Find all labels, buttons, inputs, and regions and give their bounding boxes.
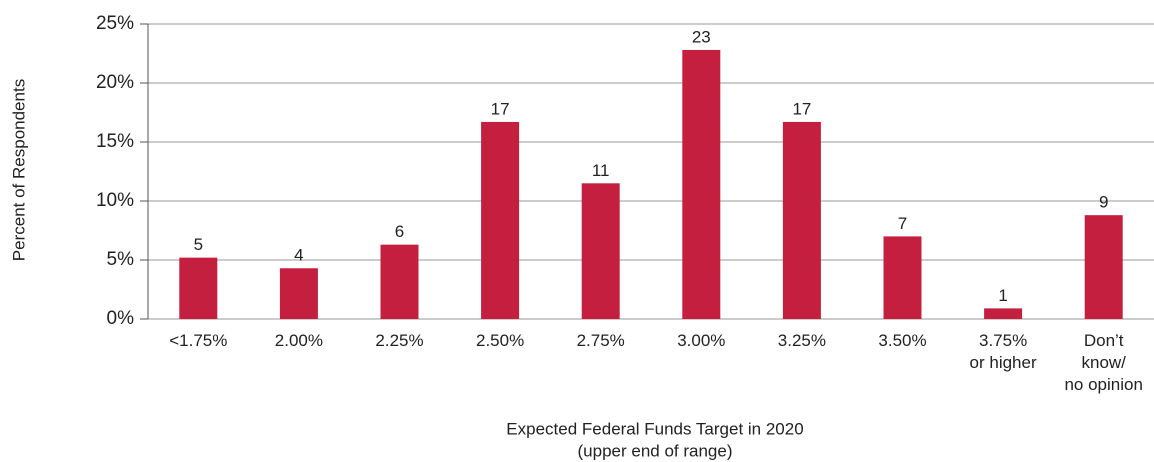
y-tick-label: 25% (96, 13, 134, 34)
data-label: 11 (592, 161, 610, 180)
x-tick-label: 2.25% (375, 331, 423, 350)
y-tick-label: 15% (96, 131, 134, 152)
bar (581, 183, 620, 319)
x-tick-label: 2.50% (476, 331, 524, 350)
x-tick-label: 2.75% (577, 331, 625, 350)
data-label: 23 (692, 27, 711, 46)
data-label: 4 (294, 246, 303, 265)
y-tick-label: 20% (96, 72, 134, 93)
bar (179, 257, 218, 319)
x-axis-label: (upper end of range) (578, 441, 733, 460)
data-label: 17 (792, 99, 811, 118)
bar (883, 236, 922, 319)
x-tick-label: Don’t know/no opinion (1064, 331, 1142, 394)
bar (380, 244, 419, 319)
bar (682, 49, 721, 320)
data-label: 5 (194, 235, 203, 254)
bar (1084, 215, 1123, 319)
data-label: 7 (898, 214, 907, 233)
bar (984, 308, 1023, 319)
y-axis-label: Percent of Respondents (9, 79, 28, 261)
x-tick-label: 2.00% (275, 331, 323, 350)
data-label: 6 (395, 222, 404, 241)
bar (279, 268, 318, 319)
x-axis-label: Expected Federal Funds Target in 2020 (506, 419, 803, 438)
y-tick-label: 10% (96, 190, 134, 211)
x-tick-label: <1.75% (169, 331, 227, 350)
x-tick-label: 3.25% (778, 331, 826, 350)
x-tick-label: 3.50% (878, 331, 926, 350)
data-label: 1 (998, 286, 1007, 305)
bar (481, 121, 520, 319)
y-tick-label: 5% (107, 249, 135, 270)
data-label: 17 (491, 99, 510, 118)
data-label: 9 (1099, 193, 1108, 212)
bar (782, 121, 821, 319)
y-tick-label: 0% (107, 308, 135, 329)
x-tick-label: 3.75% or higher (970, 331, 1037, 372)
x-tick-label: 3.00% (677, 331, 725, 350)
